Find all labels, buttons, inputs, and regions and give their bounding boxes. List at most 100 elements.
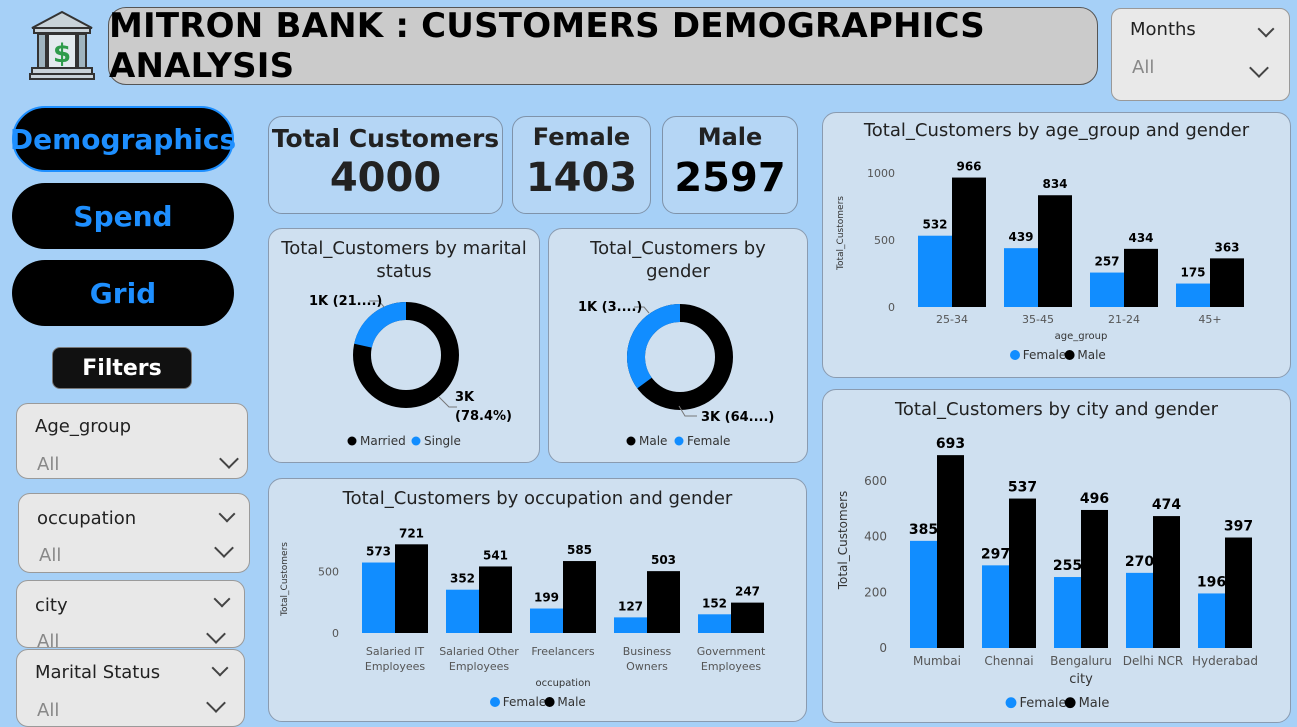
x-tick-label: Salaried Other: [439, 645, 519, 658]
y-tick-label: 0: [332, 627, 339, 640]
bar-female[interactable]: [918, 235, 952, 307]
bar-female[interactable]: [446, 589, 479, 633]
y-axis-label: Total_Customers: [280, 542, 290, 617]
chevron-down-icon[interactable]: [219, 449, 239, 469]
bar-female[interactable]: [1054, 577, 1081, 648]
kpi-male-value: 2597: [674, 155, 786, 201]
legend-married-label: Married: [360, 434, 406, 448]
chevron-down-icon[interactable]: [1249, 58, 1269, 78]
gender-chart-title: Total_Customers by gender: [590, 238, 766, 282]
chevron-down-icon[interactable]: [206, 693, 226, 713]
x-tick-label: Delhi NCR: [1123, 654, 1183, 668]
bar-male[interactable]: [731, 602, 764, 633]
legend-female-label: Female: [1023, 348, 1066, 362]
kpi-female-label: Female: [532, 123, 631, 151]
bar-male[interactable]: [1225, 537, 1252, 648]
chevron-down-icon[interactable]: [218, 505, 236, 523]
occupation-chart-title: Total_Customers by occupation and gender: [342, 488, 733, 509]
chevron-down-icon[interactable]: [206, 624, 226, 644]
bar-male[interactable]: [1081, 509, 1108, 648]
bar-male[interactable]: [563, 561, 596, 633]
bar-female[interactable]: [530, 608, 563, 633]
bar-male[interactable]: [1038, 195, 1072, 307]
nav-grid-button[interactable]: Grid: [12, 260, 234, 326]
x-tick-label: Mumbai: [913, 654, 961, 668]
bar-female[interactable]: [1176, 283, 1210, 307]
data-label-male: 693: [936, 436, 965, 452]
page-title: MITRON BANK : CUSTOMERS DEMOGRAPHICS ANA…: [109, 6, 985, 86]
city-bar-svg: 0 200 400 600 Total_Customers 385 693 Mumbai 297…: [836, 436, 1258, 711]
data-label-female: 297: [981, 546, 1010, 562]
kpi-male-label: Male: [697, 123, 763, 151]
bar-female[interactable]: [1198, 593, 1225, 648]
x-tick-label: Bengaluru: [1050, 654, 1112, 668]
chevron-down-icon[interactable]: [213, 590, 231, 608]
city-slicer[interactable]: city All: [16, 580, 245, 648]
kpi-total-customers: Total Customers 4000: [268, 116, 503, 214]
data-label-male: 397: [1224, 519, 1253, 535]
months-filter-label: Months: [1130, 19, 1196, 40]
label-leader-male: [678, 405, 697, 417]
data-label-female: 127: [618, 599, 643, 613]
bar-male[interactable]: [647, 571, 680, 633]
city-slicer-value[interactable]: All: [37, 631, 60, 648]
bar-female[interactable]: [910, 540, 937, 648]
nav-demographics-button[interactable]: Demographics: [10, 106, 236, 172]
x-tick-label: Government: [697, 645, 766, 658]
donut-slice-female[interactable]: [627, 304, 681, 389]
legend-female-label: Female: [687, 434, 730, 448]
chevron-down-icon[interactable]: [1257, 20, 1275, 38]
data-label-female: 1K (3....): [578, 300, 642, 315]
marital-status-chart-card: Total_Customers by marital status 1K (21…: [268, 228, 540, 463]
bar-female[interactable]: [1126, 572, 1153, 648]
data-label-female: 385: [909, 522, 938, 538]
occupation-slicer-value[interactable]: All: [39, 545, 62, 566]
bar-male[interactable]: [952, 177, 986, 307]
chevron-down-icon[interactable]: [211, 659, 229, 677]
gender-donut-svg: 1K (3....) 3K (64....) Male Female: [578, 300, 774, 448]
bar-male[interactable]: [1009, 498, 1036, 648]
donut-slice-single[interactable]: [354, 302, 407, 349]
nav-spend-button[interactable]: Spend: [12, 183, 234, 249]
y-tick-label: 600: [864, 474, 887, 488]
legend-female-label: Female: [503, 695, 546, 709]
data-label-female: 255: [1053, 558, 1082, 574]
data-label-male: 496: [1080, 491, 1109, 507]
legend-male-label: Male: [1079, 696, 1110, 711]
bar-male[interactable]: [1153, 516, 1180, 648]
x-tick-label: 25-34: [936, 313, 968, 326]
marital-status-slicer[interactable]: Marital Status All: [16, 649, 245, 727]
marital-status-slicer-value[interactable]: All: [37, 700, 60, 721]
marital-donut-svg: 1K (21....) 3K (78.4%) Married Single: [309, 294, 512, 448]
bar-female[interactable]: [982, 565, 1009, 648]
kpi-female: Female 1403: [512, 116, 651, 214]
months-filter-value[interactable]: All: [1132, 57, 1155, 78]
age-group-slicer-value[interactable]: All: [37, 454, 60, 475]
legend-female-label: Female: [1019, 696, 1066, 711]
bar-female[interactable]: [1090, 272, 1124, 307]
bar-male[interactable]: [1210, 258, 1244, 307]
filters-button[interactable]: Filters: [52, 347, 192, 389]
y-tick-label: 200: [864, 585, 887, 599]
bar-female[interactable]: [614, 617, 647, 633]
months-filter[interactable]: Months All: [1111, 8, 1290, 101]
bar-female[interactable]: [698, 614, 731, 633]
age-group-slicer[interactable]: Age_group All: [16, 403, 248, 479]
marital-chart-title: Total_Customers by marital status: [281, 238, 527, 282]
data-label-male: 966: [956, 160, 981, 174]
y-tick-label: 400: [864, 530, 887, 544]
data-label-male: 721: [399, 526, 424, 540]
data-label-male: 834: [1042, 177, 1067, 191]
bar-female[interactable]: [362, 562, 395, 633]
kpi-total-value: 4000: [329, 155, 442, 201]
chevron-down-icon[interactable]: [214, 538, 234, 558]
occupation-slicer[interactable]: occupation All: [18, 493, 250, 573]
y-tick-label: 1000: [867, 167, 895, 180]
bar-female[interactable]: [1004, 248, 1038, 307]
bar-male[interactable]: [1124, 248, 1158, 307]
bar-male[interactable]: [395, 544, 428, 633]
bar-male[interactable]: [937, 455, 964, 648]
data-label-female: 573: [366, 545, 391, 559]
data-label-male: 434: [1128, 231, 1153, 245]
bar-male[interactable]: [479, 566, 512, 633]
